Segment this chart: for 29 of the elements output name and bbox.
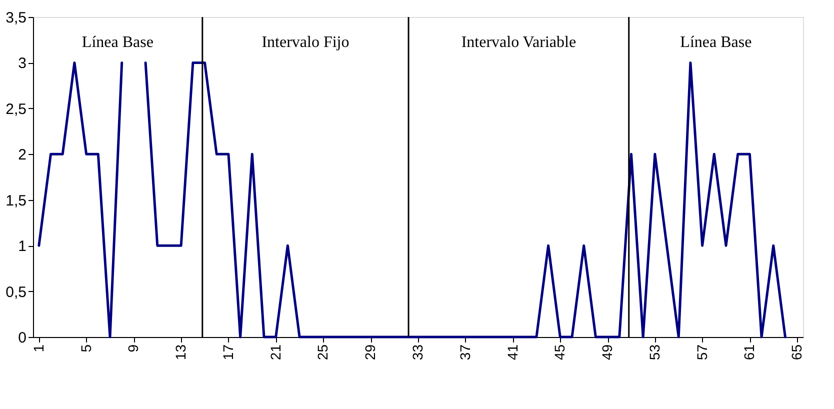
- x-tick-label: 5: [78, 344, 94, 352]
- x-tick-label: 57: [694, 344, 710, 360]
- x-tick-label: 41: [504, 344, 520, 360]
- y-tick-label: 0: [18, 330, 26, 346]
- y-tick-label: 3,5: [6, 10, 26, 26]
- x-tick-label: 9: [125, 344, 142, 352]
- y-tick-label: 2,5: [6, 100, 26, 118]
- annotation: Intervalo Fijo: [262, 34, 350, 51]
- x-tick-label: 17: [220, 344, 236, 360]
- x-tick-label: 61: [741, 344, 758, 360]
- x-tick-label: 13: [172, 344, 189, 360]
- annotation: Línea Base: [82, 34, 154, 51]
- x-tick-label: 21: [267, 344, 284, 360]
- x-tick-label: 29: [362, 344, 378, 360]
- y-tick-label: 0,5: [6, 284, 26, 301]
- x-tick-label: 49: [599, 344, 616, 360]
- x-tick-label: 1: [30, 344, 46, 352]
- x-tick-label: 53: [646, 344, 662, 360]
- y-tick-label: 3: [18, 55, 26, 72]
- x-tick-label: 33: [410, 344, 426, 360]
- annotation: Intervalo Variable: [461, 34, 576, 51]
- x-tick-label: 45: [552, 344, 568, 360]
- y-tick-label: 1,5: [6, 192, 26, 210]
- y-tick-label: 2: [18, 146, 26, 164]
- x-tick-label: 65: [788, 344, 805, 360]
- x-tick-label: 25: [314, 344, 331, 360]
- x-tick-label: 37: [456, 344, 473, 360]
- annotation: Línea Base: [680, 34, 752, 51]
- y-tick-label: 1: [18, 238, 26, 256]
